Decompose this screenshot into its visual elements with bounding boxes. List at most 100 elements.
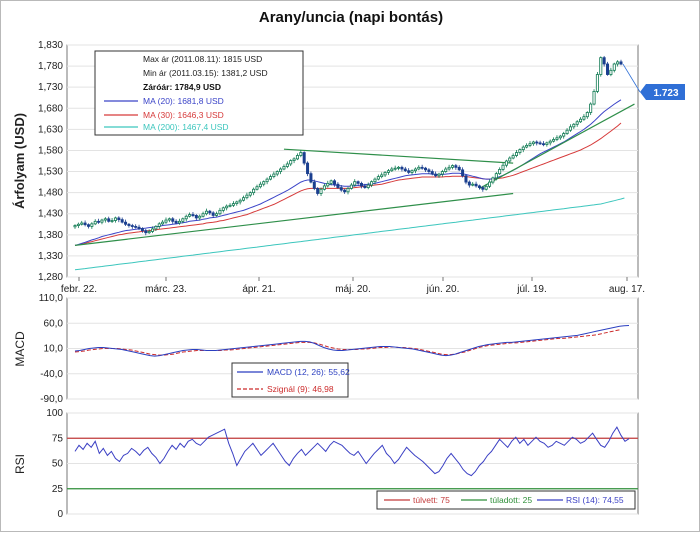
rsi-line xyxy=(74,426,630,477)
candle-body xyxy=(518,149,522,153)
candle-body xyxy=(319,188,323,194)
macd-grid xyxy=(67,297,638,400)
candle-body xyxy=(413,168,417,172)
candle-body xyxy=(353,181,357,186)
price-tick-label: 1,630 xyxy=(38,124,63,135)
candle-body xyxy=(161,221,165,225)
candle-body xyxy=(477,185,481,188)
candle-body xyxy=(349,184,353,189)
candle-body xyxy=(511,155,515,159)
candle-body xyxy=(130,225,134,227)
candle-body xyxy=(336,183,340,188)
candle-body xyxy=(80,222,84,225)
candle-body xyxy=(457,166,461,171)
macd-tick-label: 10,0 xyxy=(44,344,64,355)
candle-body xyxy=(188,214,192,217)
candle-body xyxy=(181,218,185,222)
candle-body xyxy=(575,121,579,125)
price-tick-labels: 1,280 1,330 1,380 1,430 1,480 1,530 1,580 1,630… xyxy=(38,40,63,283)
candle-body xyxy=(363,185,367,188)
candle-body xyxy=(370,181,374,186)
legend-overbought: túlvett: 75 xyxy=(413,495,450,505)
candle-body xyxy=(110,220,114,222)
candle-body xyxy=(137,226,141,229)
candle-body xyxy=(407,170,411,173)
candle-body xyxy=(390,168,394,172)
candle-body xyxy=(609,69,613,75)
candle-body xyxy=(380,174,384,178)
candle-body xyxy=(258,183,262,188)
candle-body xyxy=(579,118,583,123)
price-legend: Max ár (2011.08.11): 1815 USD Min ár (20… xyxy=(94,50,304,136)
price-tick-label: 1,730 xyxy=(38,82,63,93)
candle-body xyxy=(619,61,623,65)
candle-body xyxy=(272,173,276,178)
candle-body xyxy=(242,197,246,201)
candle-body xyxy=(134,225,138,228)
candle-body xyxy=(90,223,94,227)
candle-body xyxy=(538,142,542,145)
candle-body xyxy=(548,140,552,144)
candle-body xyxy=(333,180,337,185)
price-tick-label: 1,430 xyxy=(38,209,63,220)
legend-ma30: MA (30): 1646,3 USD xyxy=(143,110,224,120)
candle-body xyxy=(616,61,620,65)
candle-body xyxy=(211,212,215,216)
candle-body xyxy=(558,135,562,139)
candle-body xyxy=(76,223,80,226)
candle-body xyxy=(568,126,572,131)
candle-body xyxy=(100,219,104,223)
candle-body xyxy=(316,188,320,194)
candle-body xyxy=(117,217,121,221)
candle-body xyxy=(467,181,471,186)
candle-body xyxy=(302,152,306,164)
candle-body xyxy=(376,176,380,180)
legend-oversold: túladott: 25 xyxy=(490,495,532,505)
candle-body xyxy=(167,218,171,221)
candle-body xyxy=(339,187,343,191)
candle-body xyxy=(393,167,397,170)
candle-body xyxy=(248,192,252,196)
signal-line xyxy=(74,329,620,356)
candle-body xyxy=(434,173,438,177)
candle-body xyxy=(592,91,596,105)
ma20-line xyxy=(74,99,622,246)
candle-body xyxy=(326,182,330,187)
candle-body xyxy=(292,158,296,161)
candle-body xyxy=(531,141,535,145)
legend-ma200: MA (200): 1467,4 USD xyxy=(143,122,229,132)
x-tick-label: febr. 22. xyxy=(61,284,97,295)
candle-body xyxy=(282,166,286,170)
candle-body xyxy=(427,169,431,172)
candle-body xyxy=(525,144,529,148)
candle-body xyxy=(461,169,465,177)
candle-body xyxy=(228,204,232,207)
rsi-tick-label: 75 xyxy=(52,433,64,444)
x-tick-label: jún. 20. xyxy=(426,284,460,295)
candle-body xyxy=(322,185,326,190)
macd-legend: MACD (12, 26): 55,62 Szignál (9): 46,98 xyxy=(231,362,350,398)
macd-tick-label: 60,0 xyxy=(44,318,64,329)
candle-body xyxy=(86,224,90,227)
candle-body xyxy=(262,181,266,185)
candle-body xyxy=(73,225,77,228)
macd-lines xyxy=(74,325,630,357)
price-tick-label: 1,830 xyxy=(38,40,63,51)
candle-body xyxy=(606,63,610,75)
candle-body xyxy=(343,189,347,193)
candle-body xyxy=(299,152,303,156)
candle-body xyxy=(481,187,485,190)
candle-body xyxy=(541,143,545,146)
legend-min: Min ár (2011.03.15): 1381,2 USD xyxy=(143,68,268,78)
candle-body xyxy=(535,141,539,144)
candle-body xyxy=(383,171,387,176)
candle-body xyxy=(572,123,576,128)
candle-body xyxy=(595,74,599,92)
candle-body xyxy=(255,186,259,190)
candle-body xyxy=(124,221,128,225)
last-price-label: 1.723 xyxy=(653,88,678,99)
x-tick-label: júl. 19. xyxy=(516,284,546,295)
x-tick-label: ápr. 21. xyxy=(242,284,275,295)
candle-body xyxy=(515,152,519,156)
